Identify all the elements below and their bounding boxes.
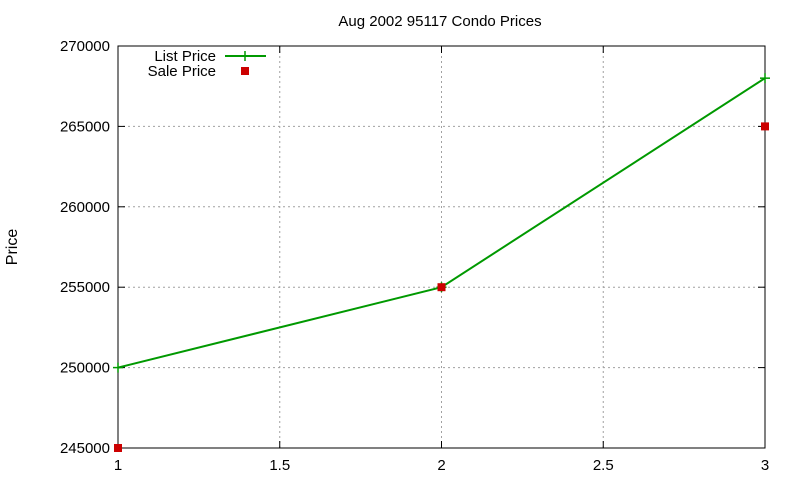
- sale-price-point: [761, 122, 769, 131]
- chart-title: Aug 2002 95117 Condo Prices: [338, 13, 541, 30]
- legend-label-list-price: List Price: [154, 48, 216, 65]
- list-price-point: [113, 362, 123, 373]
- y-tick-label: 255000: [60, 279, 110, 296]
- y-tick-label: 250000: [60, 360, 110, 377]
- y-tick-label: 245000: [60, 440, 110, 457]
- y-tick-label: 265000: [60, 118, 110, 135]
- x-tick-label: 1.5: [269, 457, 290, 474]
- legend-marker-sale-price: [241, 67, 249, 75]
- tick-layer: 245000 250000 255000 260000 265000 270000 1 1.5…: [60, 38, 769, 474]
- list-price-point: [760, 73, 770, 84]
- x-tick-label: 1: [114, 457, 122, 474]
- legend-marker-list-price: [240, 51, 250, 61]
- grid-layer: [118, 46, 765, 448]
- sale-price-point: [437, 283, 446, 292]
- x-tick-label: 3: [761, 457, 769, 474]
- y-tick-label: 270000: [60, 38, 110, 55]
- x-tick-label: 2: [437, 457, 445, 474]
- legend-label-sale-price: Sale Price: [148, 63, 216, 80]
- y-tick-label: 260000: [60, 199, 110, 216]
- y-axis-label: Price: [4, 229, 21, 266]
- x-tick-label: 2.5: [593, 457, 614, 474]
- series-layer: [113, 73, 770, 452]
- sale-price-point: [114, 444, 122, 452]
